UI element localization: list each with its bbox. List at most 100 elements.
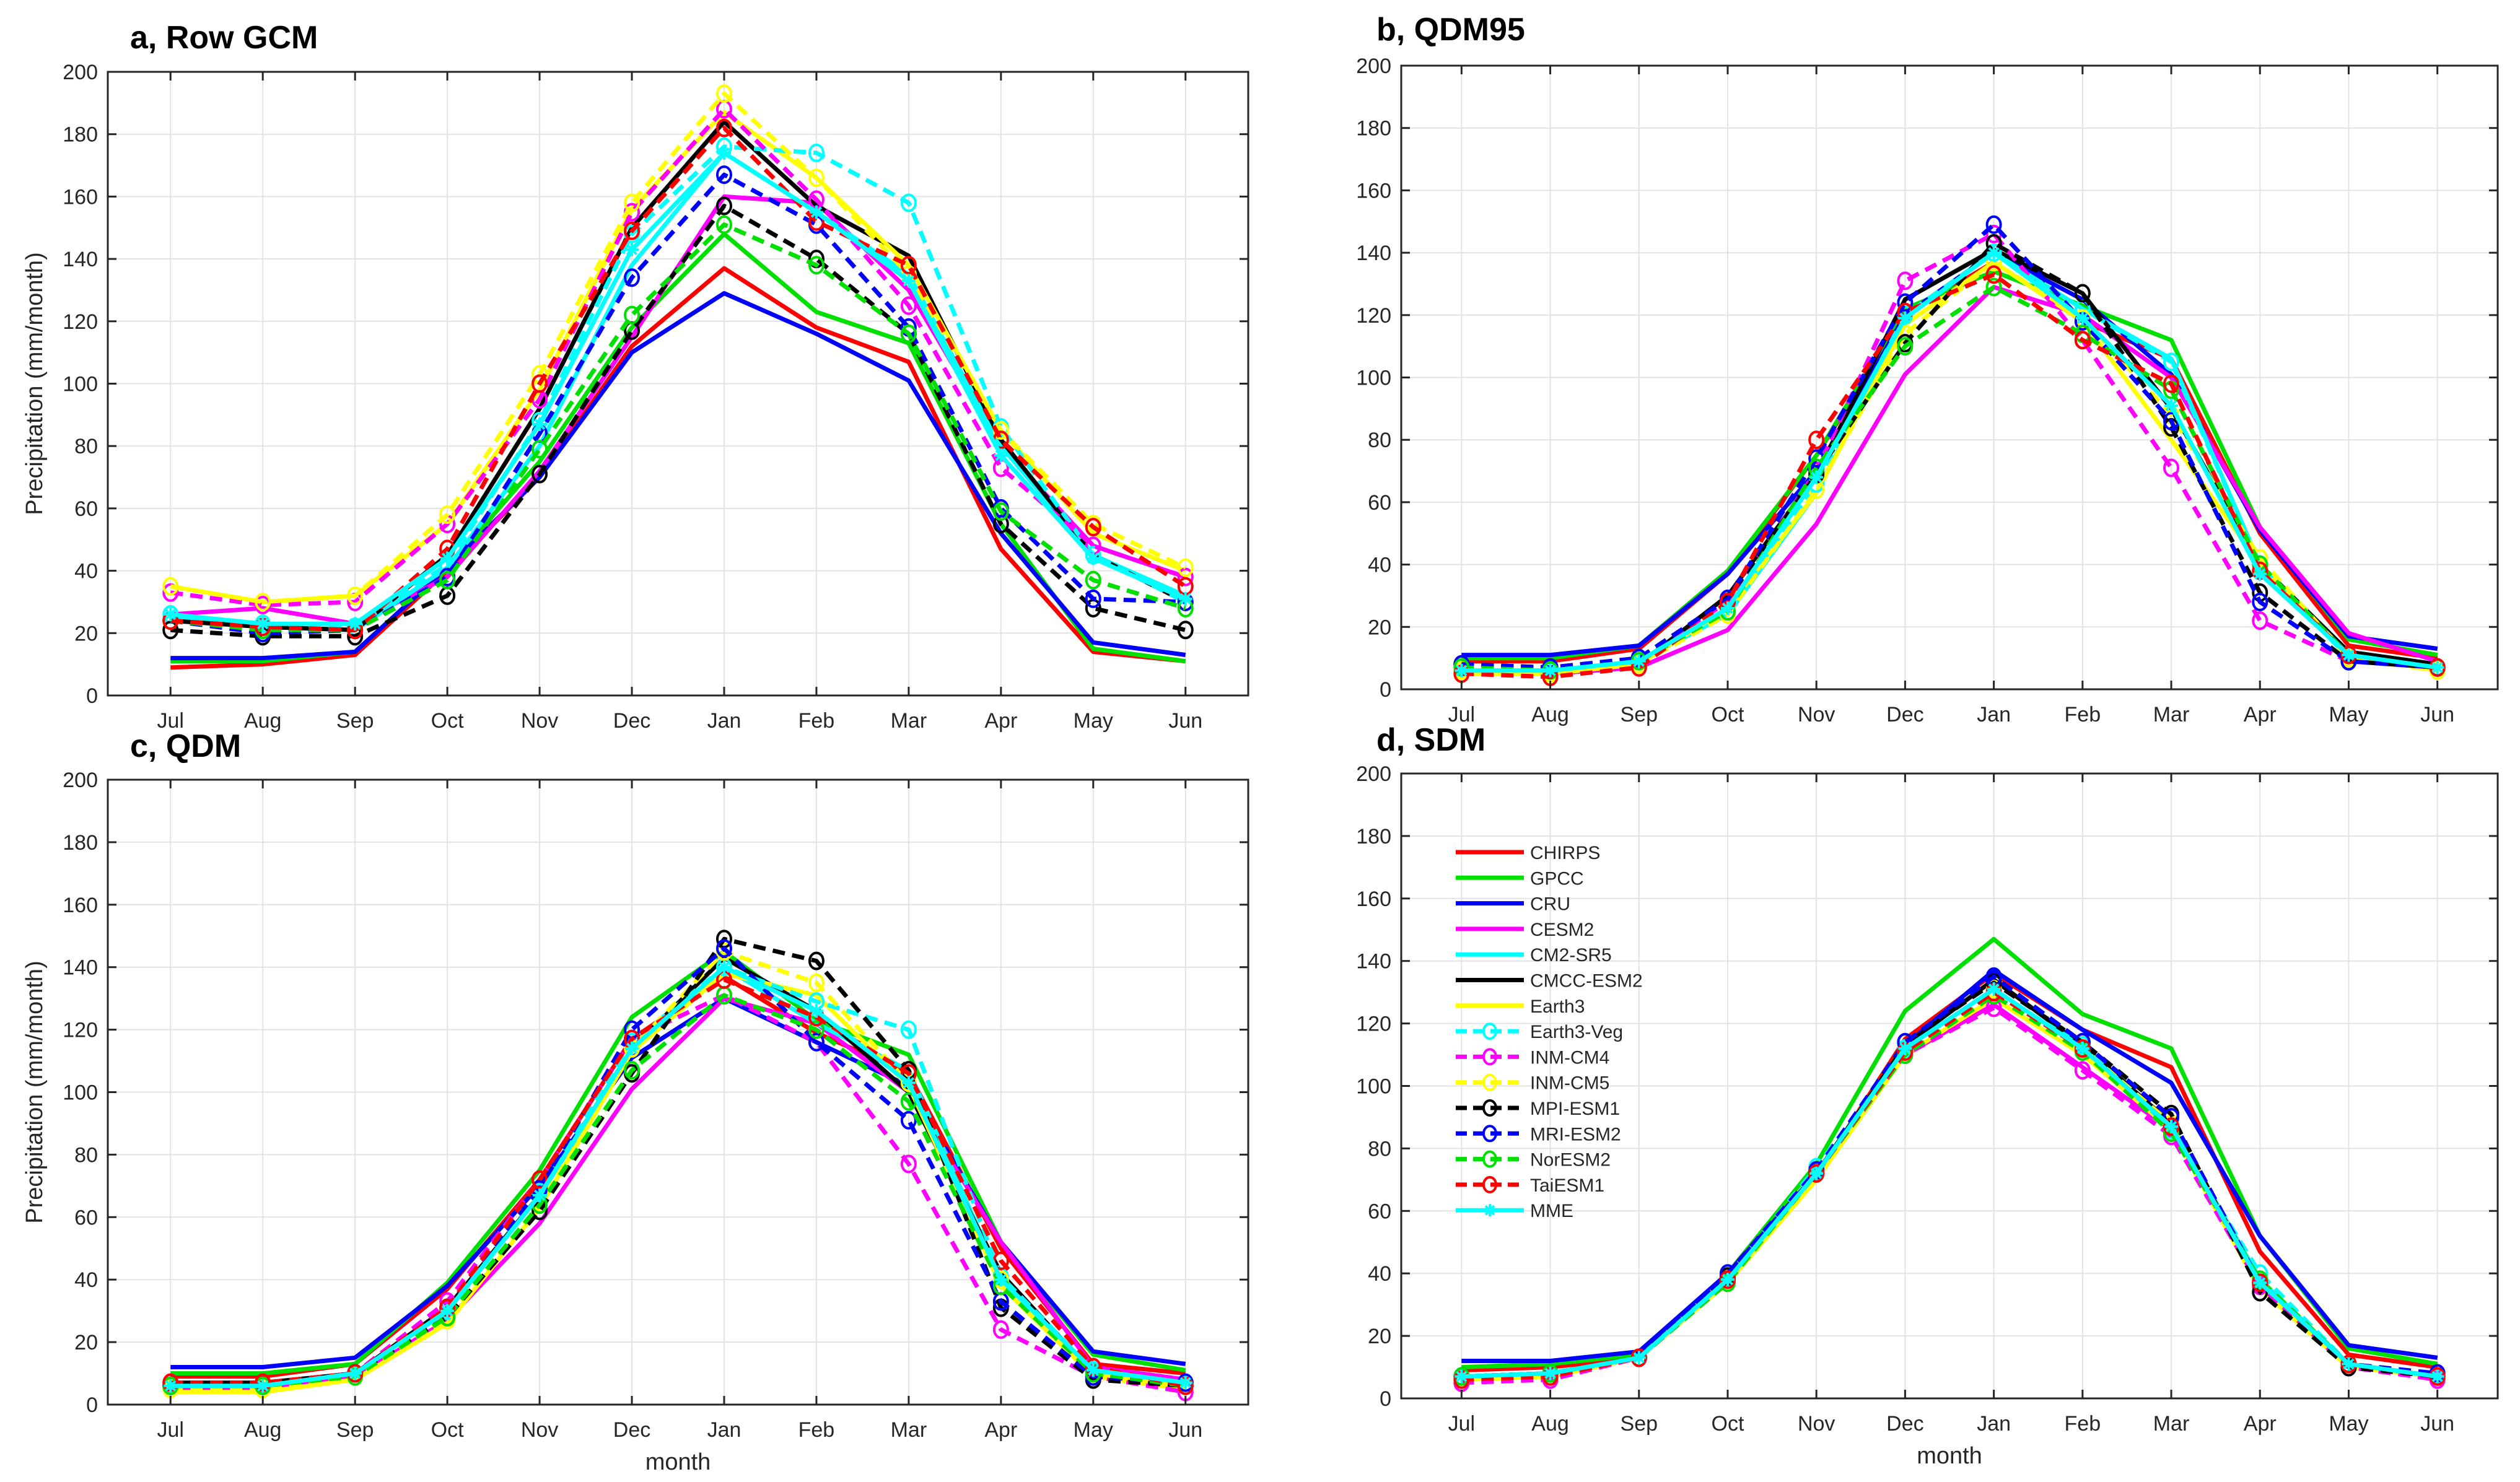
data-point-noresm2 bbox=[624, 1061, 641, 1080]
data-point-mme bbox=[348, 1366, 362, 1380]
series-line-chirps bbox=[170, 266, 1186, 670]
data-point-inm-cm4 bbox=[162, 583, 179, 602]
legend-item-cesm2: CESM2 bbox=[1456, 920, 1594, 940]
legend-label: CHIRPS bbox=[1530, 843, 1600, 863]
data-point-mme bbox=[1720, 1273, 1735, 1287]
data-point-mme bbox=[533, 417, 547, 431]
data-point-inm-cm5 bbox=[439, 505, 456, 524]
data-point-mme bbox=[1086, 1363, 1100, 1377]
y-tick-label: 160 bbox=[63, 894, 98, 917]
panel-title: a, Row GCM bbox=[130, 20, 318, 56]
data-point-mme bbox=[901, 1076, 916, 1090]
legend-marker bbox=[1482, 1175, 1497, 1193]
x-axis-label: month bbox=[1917, 1443, 1982, 1469]
series-group bbox=[1453, 215, 2446, 686]
x-tick-label: Nov bbox=[521, 709, 558, 733]
legend-item-mpi-esm1: MPI-ESM1 bbox=[1456, 1099, 1620, 1119]
data-point-mme bbox=[533, 1188, 547, 1202]
data-point-inm-cm4 bbox=[992, 1320, 1009, 1339]
x-tick-label: Sep bbox=[336, 709, 374, 733]
data-point-mme bbox=[1178, 1375, 1192, 1390]
x-tick-label: Nov bbox=[1798, 1412, 1835, 1436]
data-point-inm-cm4 bbox=[1897, 271, 1914, 290]
data-point-taiesm1 bbox=[1808, 430, 1825, 450]
x-tick-label: Jan bbox=[1977, 1412, 2011, 1436]
data-point-mme bbox=[994, 1273, 1008, 1287]
series-line-taiesm1 bbox=[170, 126, 1187, 632]
x-tick-label: Mar bbox=[2153, 1412, 2190, 1436]
data-point-inm-cm5 bbox=[808, 168, 825, 188]
x-tick-label: Mar bbox=[891, 1418, 927, 1442]
y-tick-label: 0 bbox=[1380, 1387, 1391, 1411]
legend-label: CMCC-ESM2 bbox=[1530, 971, 1643, 992]
data-point-mme bbox=[625, 242, 639, 256]
data-point-mme bbox=[2075, 1041, 2089, 1055]
x-tick-label: Dec bbox=[1886, 1412, 1923, 1436]
data-point-mme bbox=[1455, 663, 1469, 678]
y-tick-label: 140 bbox=[1356, 242, 1391, 265]
legend-marker bbox=[1482, 1048, 1497, 1066]
data-point-mme bbox=[2164, 1120, 2179, 1134]
data-point-mme bbox=[809, 205, 823, 219]
data-point-mme bbox=[440, 1304, 455, 1318]
y-tick-label: 20 bbox=[1368, 616, 1391, 639]
data-point-earth3-veg bbox=[900, 193, 917, 212]
legend-item-taiesm1: TaiESM1 bbox=[1456, 1175, 1604, 1196]
x-tick-label: Jan bbox=[707, 709, 742, 733]
legend-label: INM-CM5 bbox=[1530, 1073, 1609, 1094]
data-point-mme bbox=[994, 448, 1008, 463]
series-group bbox=[162, 930, 1194, 1401]
x-tick-label: Feb bbox=[2065, 1412, 2101, 1436]
x-tick-label: Apr bbox=[984, 1418, 1017, 1442]
x-tick-label: Oct bbox=[431, 1418, 464, 1442]
legend-marker bbox=[1482, 1150, 1497, 1168]
legend-item-mme: MME bbox=[1456, 1201, 1573, 1221]
data-point-noresm2 bbox=[532, 440, 548, 459]
data-point-mpi-esm1 bbox=[808, 951, 825, 970]
y-tick-label: 180 bbox=[63, 831, 98, 855]
series-line-earth3 bbox=[170, 971, 1186, 1395]
data-point-taiesm1 bbox=[900, 256, 917, 275]
y-tick-label: 200 bbox=[1356, 762, 1391, 786]
legend-label: MME bbox=[1530, 1201, 1573, 1221]
y-tick-label: 0 bbox=[86, 684, 98, 708]
y-tick-label: 160 bbox=[63, 185, 98, 209]
data-point-taiesm1 bbox=[2074, 331, 2091, 350]
data-point-inm-cm5 bbox=[347, 586, 364, 605]
data-point-mme bbox=[2253, 1276, 2267, 1290]
x-tick-label: Dec bbox=[613, 709, 650, 733]
legend-label: CRU bbox=[1530, 894, 1570, 915]
series-line-inm-cm5 bbox=[170, 91, 1187, 604]
data-point-mri-esm2 bbox=[1985, 215, 2002, 234]
panel-d: 0 20 40 60 80 100 120 140 160 180 200 Jul Aug Sep Oct N… bbox=[1356, 722, 2499, 1469]
data-point-inm-cm4 bbox=[900, 296, 917, 315]
data-point-mme bbox=[809, 1004, 823, 1018]
panel-b: 0 20 40 60 80 100 120 140 160 180 200 Jul Aug Sep Oct N… bbox=[1356, 12, 2499, 726]
series-group bbox=[162, 84, 1194, 670]
y-tick-label: 40 bbox=[1368, 554, 1391, 577]
x-tick-label: May bbox=[2329, 703, 2368, 726]
x-tick-label: Feb bbox=[798, 1418, 835, 1442]
legend-label: MPI-ESM1 bbox=[1530, 1099, 1620, 1119]
legend: CHIRPS GPCC CRU CESM2 CM2-SR5 CMCC-ESM2 Earth3… bbox=[1456, 843, 1643, 1221]
series-line-mri-esm2 bbox=[1461, 222, 2438, 670]
series-line-cru bbox=[1461, 968, 2438, 1363]
x-tick-label: May bbox=[1074, 1418, 1113, 1442]
y-tick-label: 120 bbox=[1356, 304, 1391, 328]
legend-item-cru: CRU bbox=[1456, 894, 1570, 915]
data-point-mme bbox=[2253, 567, 2267, 581]
data-point-mme bbox=[2342, 648, 2356, 662]
series-line-mme bbox=[170, 965, 1186, 1388]
data-point-mme bbox=[1898, 1041, 1912, 1055]
data-point-mpi-esm1 bbox=[532, 464, 548, 484]
x-tick-label: Jul bbox=[1448, 703, 1475, 726]
data-point-inm-cm4 bbox=[900, 1154, 917, 1174]
data-point-mme bbox=[1543, 1366, 1557, 1380]
y-tick-label: 60 bbox=[74, 1206, 98, 1229]
data-point-inm-cm4 bbox=[2163, 458, 2180, 477]
data-point-mri-esm2 bbox=[715, 939, 732, 958]
data-point-earth3-veg bbox=[900, 1020, 917, 1039]
y-axis-label: Precipitation (mm/month) bbox=[22, 961, 48, 1223]
data-point-inm-cm5 bbox=[715, 84, 732, 103]
data-point-taiesm1 bbox=[715, 118, 732, 137]
